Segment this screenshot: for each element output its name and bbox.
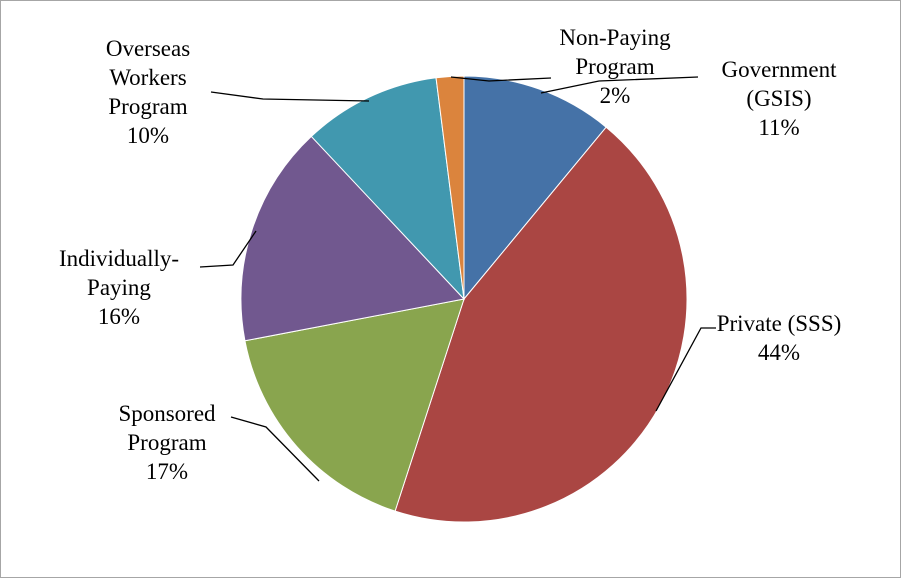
slice-percent-label: 17% <box>146 459 188 484</box>
slice-name-label: Private (SSS) <box>717 311 842 336</box>
slice-name-label: Non-Paying <box>559 25 671 50</box>
data-label-private-sss: Private (SSS) 44% <box>717 311 842 365</box>
data-label-individually-paying: Individually- Paying 16% <box>59 246 179 329</box>
slice-percent-label: 2% <box>600 83 631 108</box>
pie-slice-overseas-workers-program <box>310 77 465 301</box>
data-label-non-paying-program: Non-Paying Program 2% <box>559 25 671 108</box>
slice-name-label: (GSIS) <box>746 86 811 111</box>
data-label-sponsored-program: Sponsored Program 17% <box>118 401 216 484</box>
pie-slice-private-sss <box>394 126 688 523</box>
pie-slice-individually-paying <box>240 135 465 342</box>
slice-name-label: Program <box>575 54 654 79</box>
leader-line-sponsored-program <box>230 416 320 482</box>
slice-name-label: Paying <box>87 275 151 300</box>
slice-name-label: Individually- <box>59 246 179 271</box>
slice-name-label: Sponsored <box>118 401 216 426</box>
slice-percent-label: 44% <box>758 340 800 365</box>
leader-line-individually-paying <box>199 230 257 268</box>
slice-name-label: Workers <box>109 65 186 90</box>
pie-slice-sponsored-program <box>244 298 465 512</box>
slice-percent-label: 16% <box>98 304 140 329</box>
leader-line-government-gsis <box>540 76 699 94</box>
slice-percent-label: 10% <box>127 123 169 148</box>
pie-slice-government-gsis <box>463 75 607 301</box>
slice-name-label: Government <box>722 57 838 82</box>
slice-name-label: Program <box>127 430 206 455</box>
slice-name-label: Overseas <box>106 36 190 61</box>
leader-line-non-paying-program <box>450 76 552 82</box>
slice-name-label: Program <box>108 94 187 119</box>
leader-line-overseas-workers-program <box>210 91 370 102</box>
leader-line-private-sss <box>655 327 716 412</box>
slice-percent-label: 11% <box>758 115 799 140</box>
data-label-government-gsis: Government (GSIS) 11% <box>722 57 838 140</box>
pie-slice-non-paying-program <box>435 75 465 300</box>
data-label-overseas-workers-program: Overseas Workers Program 10% <box>106 36 190 148</box>
